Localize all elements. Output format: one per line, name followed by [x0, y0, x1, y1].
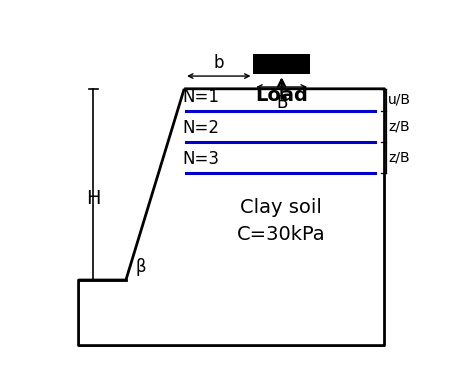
Text: z/B: z/B: [388, 150, 410, 164]
Text: Clay soil: Clay soil: [240, 198, 322, 217]
Bar: [254, 54, 310, 74]
Text: B: B: [276, 94, 287, 112]
Text: b: b: [214, 54, 224, 72]
Text: N=2: N=2: [182, 119, 219, 137]
Text: z/B: z/B: [388, 119, 410, 133]
Text: β: β: [135, 258, 146, 276]
Text: H: H: [86, 189, 100, 208]
Text: C=30kPa: C=30kPa: [237, 225, 325, 244]
Text: N=1: N=1: [182, 88, 219, 106]
Text: N=3: N=3: [182, 150, 219, 168]
Text: u/B: u/B: [388, 93, 411, 107]
Text: Load: Load: [255, 86, 308, 105]
